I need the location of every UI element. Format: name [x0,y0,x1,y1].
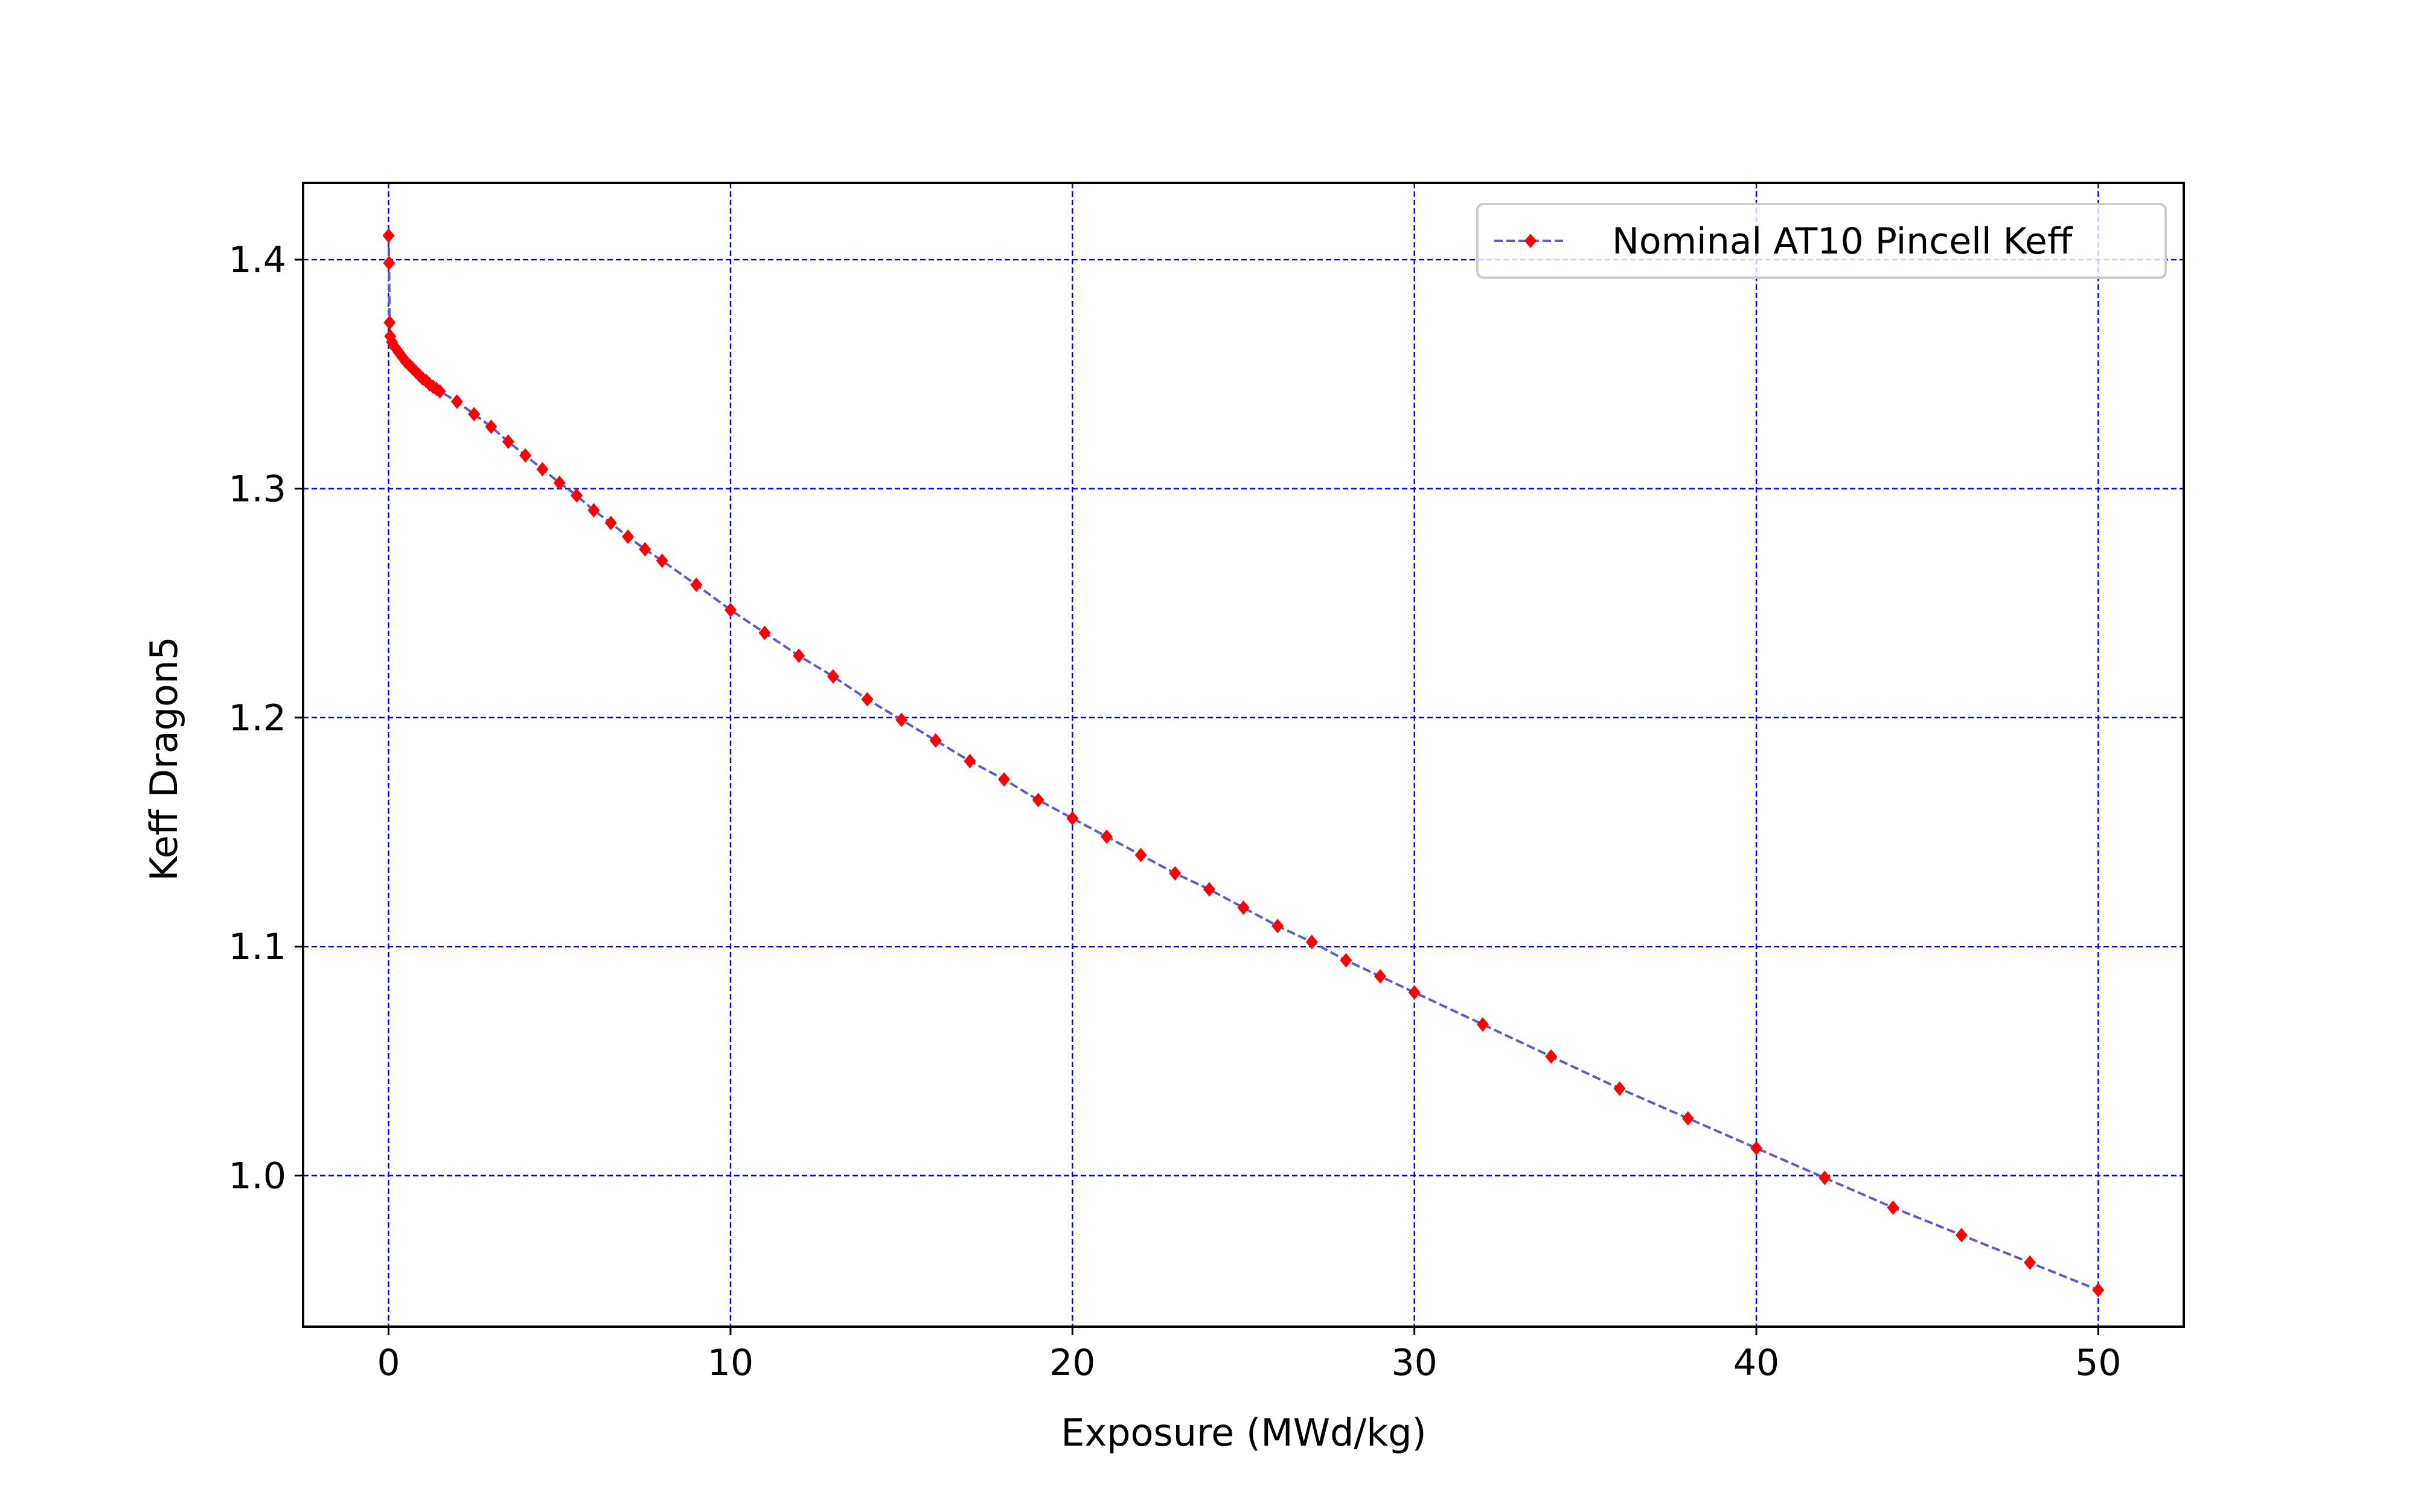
data-point [2024,1255,2036,1270]
data-point [553,475,566,490]
data-point [383,315,396,330]
data-point [1681,1111,1694,1126]
y-tick-label: 1.3 [229,468,286,510]
data-point [468,407,481,422]
legend-label: Nominal AT10 Pincell Keff [1612,220,2073,263]
data-point [1340,952,1352,968]
data-point [519,448,532,463]
x-tick-label: 30 [1392,1342,1438,1384]
data-point [604,515,617,531]
data-point [1237,900,1250,915]
data-point [1100,829,1113,844]
data-point [502,434,514,449]
data-point [1476,1017,1489,1032]
y-tick-label: 1.0 [229,1155,286,1198]
series-marker-layer [382,228,2105,1298]
legend: Nominal AT10 Pincell Keff [1476,203,2167,279]
data-point [1750,1141,1763,1156]
data-point [1545,1049,1558,1064]
data-point [1955,1228,1968,1243]
data-point [1066,811,1079,826]
data-point [2092,1283,2105,1298]
x-tick-label: 0 [377,1342,400,1384]
data-point [1271,919,1284,934]
data-point [622,529,635,544]
data-point [450,394,463,409]
data-point [639,542,651,557]
data-point [1134,847,1147,863]
series-line [387,235,2099,1292]
data-point [433,384,446,399]
x-tick-label: 20 [1049,1342,1095,1384]
x-tick-label: 50 [2075,1342,2121,1384]
data-point [382,228,395,243]
data-point [861,692,874,707]
y-tick-label: 1.4 [229,239,286,281]
data-point [690,577,703,592]
data-point [964,753,976,768]
data-point [895,712,908,727]
data-point [1887,1200,1899,1215]
axis-ticks: 0 10 20 30 40 50 1.0 1.1 1.2 1.3 1.4 [229,239,2122,1384]
data-point [1032,793,1044,808]
data-point [929,733,942,748]
x-axis-label: Exposure (MWd/kg) [1061,1411,1426,1455]
data-point [793,648,805,663]
data-point [1305,934,1318,949]
x-tick-label: 10 [708,1342,753,1384]
plot-frame [302,182,2185,1328]
data-point [724,602,737,617]
legend-box [1476,203,2167,279]
y-axis-label: Keff Dragon5 [142,636,186,881]
data-point [1408,985,1421,1000]
y-tick-label: 1.1 [229,926,286,968]
data-point [383,255,395,270]
x-tick-label: 40 [1733,1342,1779,1384]
data-point [571,488,583,503]
data-point [1374,969,1387,984]
data-point [485,419,497,435]
data-point [1818,1170,1831,1185]
data-point [1203,882,1215,897]
data-point [998,772,1011,787]
legend-marker-sample [1524,234,1537,248]
data-point [758,625,771,640]
series-line-layer [387,235,2099,1292]
data-point [1169,866,1182,881]
data-point [827,669,839,684]
y-tick-label: 1.2 [229,697,286,739]
data-point [656,553,668,568]
data-point [536,462,549,477]
data-point [1613,1081,1626,1096]
data-point [587,503,600,518]
